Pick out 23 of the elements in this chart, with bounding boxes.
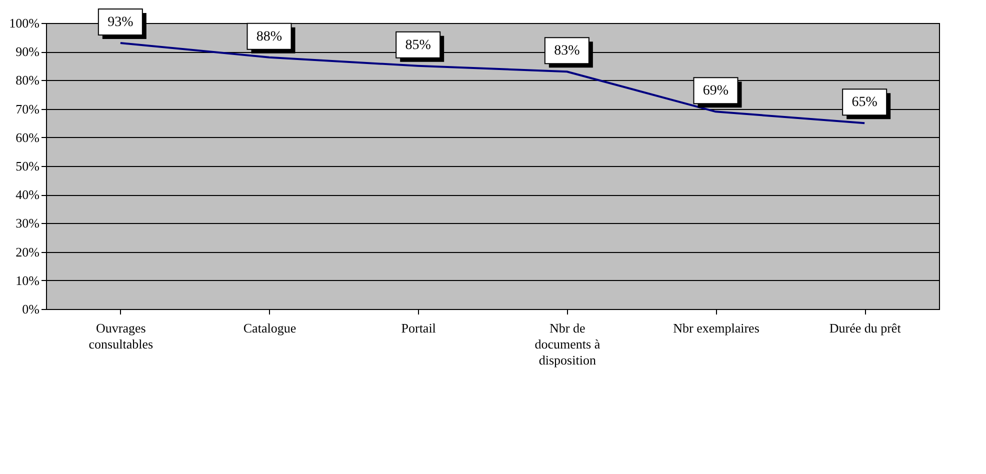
y-tick-label: 0% — [22, 302, 40, 316]
y-tick-label: 30% — [16, 216, 40, 231]
y-tick-label: 20% — [16, 244, 40, 260]
x-tick-label: Durée du prêt — [829, 320, 902, 336]
data-label: 69% — [702, 84, 729, 99]
x-tick-label: Portail — [401, 320, 436, 336]
x-tick-label: Nbr de documents à disposition — [534, 320, 600, 368]
data-label: 85% — [405, 38, 432, 53]
data-label: 88% — [256, 29, 282, 44]
data-label: 93% — [108, 15, 134, 30]
data-label: 83% — [554, 44, 580, 59]
x-tick-label: Ouvrages consultables — [88, 320, 154, 352]
x-tick-label: Nbr exemplaires — [673, 320, 760, 336]
y-tick-label: 50% — [16, 158, 40, 174]
y-tick-label: 70% — [16, 101, 40, 116]
y-tick-label: 10% — [16, 272, 40, 288]
y-tick-label: 100% — [9, 16, 40, 30]
y-tick-label: 90% — [16, 44, 40, 60]
data-label: 65% — [852, 95, 878, 110]
x-tick-label: Catalogue — [243, 320, 296, 336]
y-tick-label: 40% — [16, 187, 40, 202]
y-tick-label: 80% — [16, 72, 40, 88]
y-tick-label: 60% — [16, 130, 40, 145]
